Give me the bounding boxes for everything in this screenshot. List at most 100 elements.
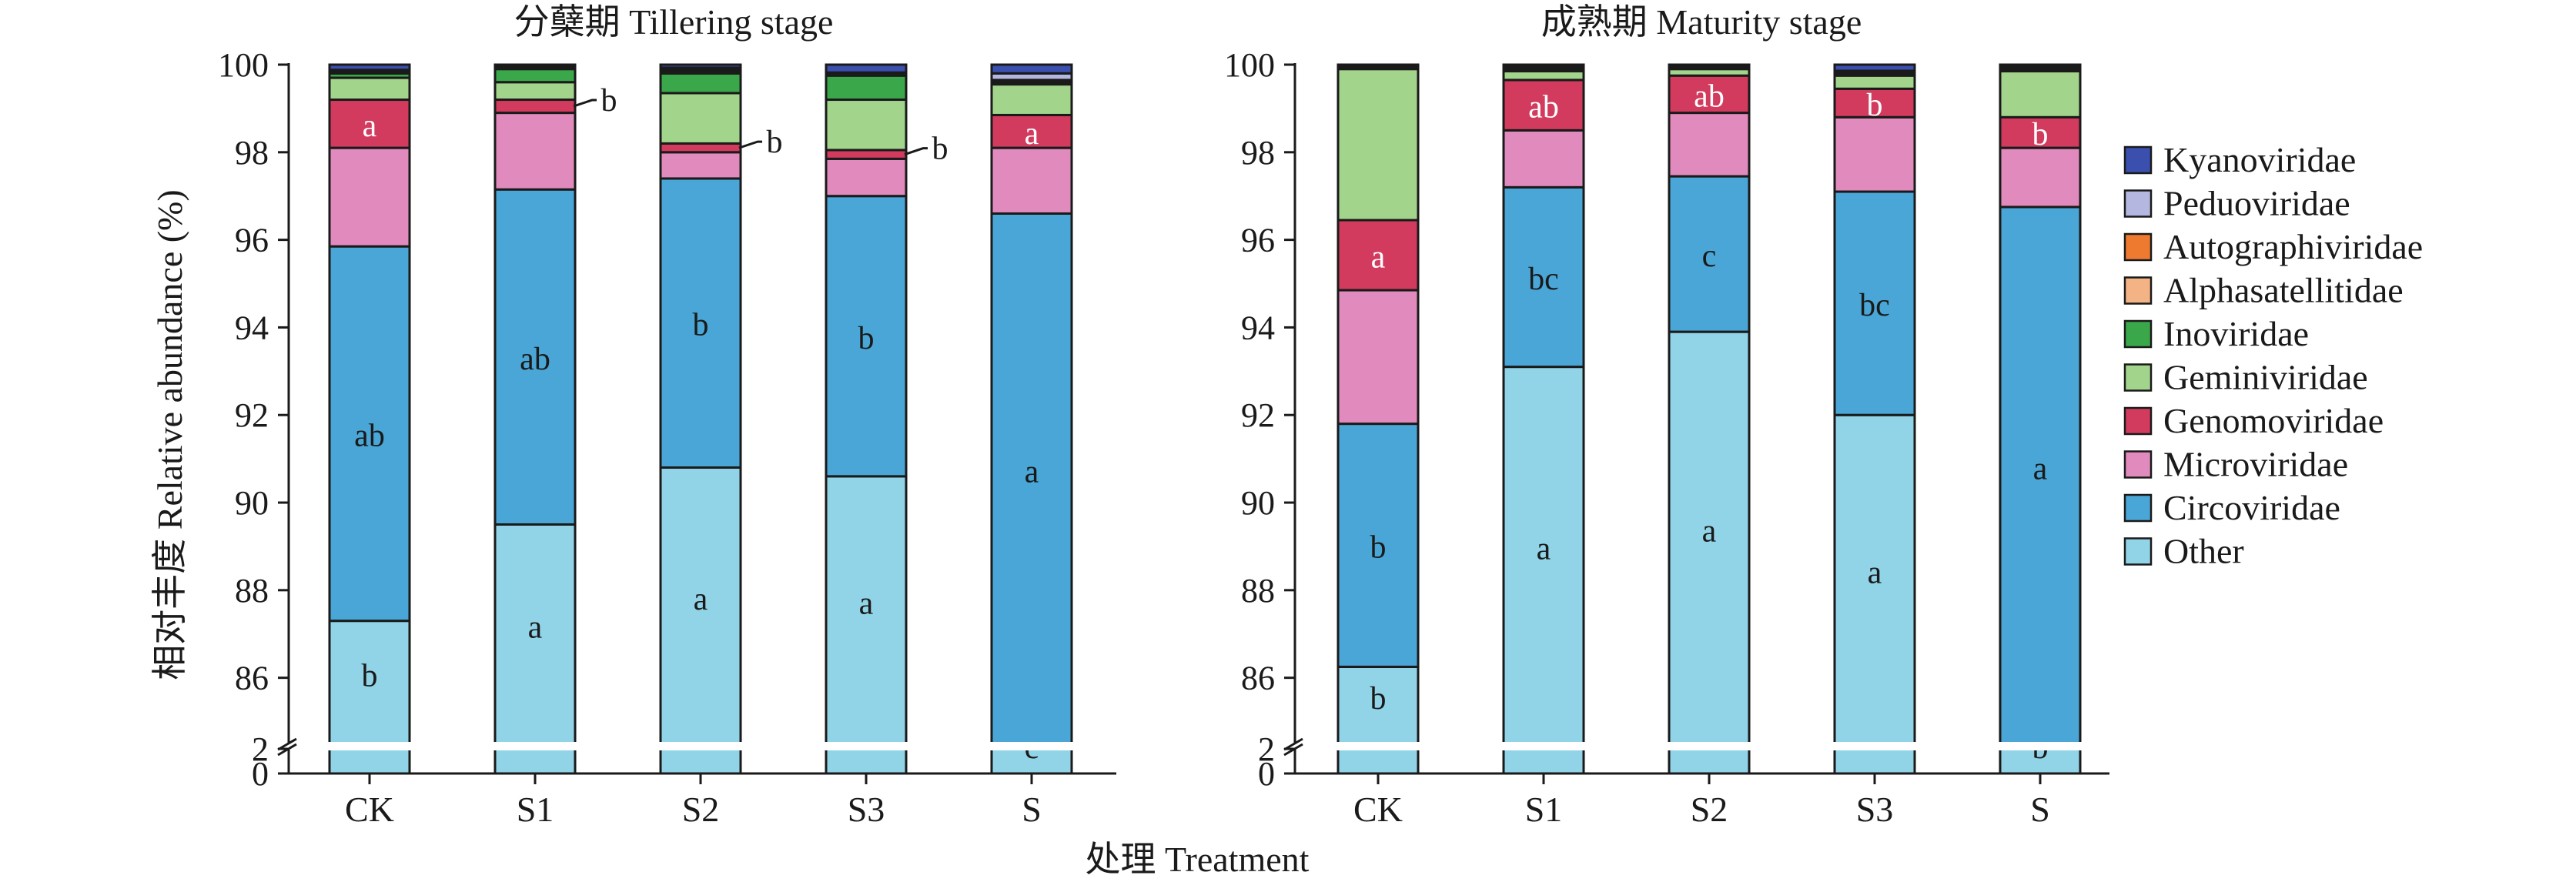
significance-label: a — [1025, 116, 1039, 152]
significance-label: bc — [1528, 262, 1559, 297]
legend-swatch — [2123, 276, 2153, 305]
bar-segment-geminiviridae — [1337, 68, 1420, 222]
bar-segment-genomoviridae — [328, 99, 411, 149]
bar-segment-circoviridae — [1999, 205, 2082, 745]
legend-item: Microviridae — [2123, 445, 2348, 484]
y-tick-label: 98 — [235, 134, 269, 172]
legend-label: Alphasatellitidae — [2163, 271, 2404, 310]
y-tick-label: 98 — [1241, 134, 1275, 172]
x-tick-label: S — [1022, 790, 1042, 829]
y-tick-label: 94 — [1241, 309, 1275, 346]
bar-segment-microviridae — [493, 112, 577, 191]
chart-title: 分蘖期 Tillering stage — [514, 2, 834, 42]
bar-segment-genomoviridae — [990, 113, 1073, 149]
bar-segment-other — [1337, 665, 1420, 775]
bar-segment-geminiviridae — [1999, 70, 2082, 119]
significance-label: c — [1702, 239, 1717, 274]
bar-segment-genomoviridae — [825, 149, 908, 160]
legend-swatch — [2123, 537, 2153, 566]
legend-swatch — [2123, 145, 2153, 175]
significance-label: b — [767, 125, 783, 160]
y-tick-label: 90 — [1241, 484, 1275, 522]
legend-item: Geminiviridae — [2123, 358, 2368, 397]
bar-segment-other — [825, 475, 908, 775]
y-tick-label: 88 — [235, 572, 269, 610]
bar-segment-kyanoviridae — [1999, 63, 2082, 68]
significance-label: ab — [1528, 90, 1559, 125]
bar-segment-kyanoviridae — [990, 63, 1073, 75]
legend-label: Autographiviridae — [2163, 227, 2423, 266]
bar-segment-other — [1668, 330, 1751, 775]
bar-segment-kyanoviridae — [659, 63, 742, 69]
bar-segment-other — [328, 620, 411, 775]
y-tick-label: 86 — [1241, 660, 1275, 697]
bar-segment-circoviridae — [328, 245, 411, 623]
legend-swatch — [2123, 406, 2153, 436]
legend-swatch — [2123, 450, 2153, 479]
significance-label: ab — [520, 342, 550, 377]
bar-segment-inoviridae — [493, 68, 577, 84]
bar-segment-kyanoviridae — [1502, 63, 1585, 68]
bar-segment-genomoviridae — [659, 142, 742, 154]
significance-label: b — [601, 83, 617, 119]
legend-item: Alphasatellitidae — [2123, 271, 2404, 310]
bar-segment-geminiviridae — [990, 83, 1073, 116]
bar-segment-geminiviridae — [1502, 70, 1585, 82]
significance-label: b — [858, 321, 875, 356]
bar-segment-geminiviridae — [659, 92, 742, 145]
bar-segment-microviridae — [1833, 115, 1916, 193]
bar-segment-microviridae — [659, 151, 742, 180]
bar-segment-genomoviridae — [493, 99, 577, 115]
y-tick-label: 0 — [252, 755, 269, 793]
significance-label: a — [1537, 531, 1551, 566]
axis-break-band — [1996, 742, 2085, 750]
bar-segment-circoviridae — [1337, 423, 1420, 668]
x-tick-label: S2 — [1691, 790, 1728, 829]
bar-segment-other — [1833, 413, 1916, 775]
bar-segment-microviridae — [1999, 146, 2082, 209]
bar-segment-circoviridae — [1668, 175, 1751, 333]
legend-label: Inoviridae — [2163, 314, 2309, 353]
x-tick-label: S1 — [1525, 790, 1563, 829]
legend-label: Genomoviridae — [2163, 401, 2384, 440]
bar-segment-inoviridae — [825, 74, 908, 102]
bar-segment-kyanoviridae — [328, 63, 411, 72]
bar-segment-kyanoviridae — [825, 63, 908, 74]
y-tick-label: 2 — [252, 730, 269, 768]
y-tick-label: 100 — [1224, 46, 1275, 84]
legend-item: Kyanoviridae — [2123, 140, 2356, 179]
y-tick-label: 90 — [235, 484, 269, 522]
bar-segment-kyanoviridae — [493, 63, 577, 68]
bar-segment-other — [1502, 366, 1585, 775]
axis-break-band — [1333, 742, 1423, 750]
chart-title: 成熟期 Maturity stage — [1541, 2, 1862, 42]
bar-segment-kyanoviridae — [1833, 63, 1916, 72]
bar-stack-CK: b b a — [1333, 63, 1423, 775]
bar-segment-microviridae — [328, 146, 411, 248]
significance-label: ab — [1694, 79, 1725, 114]
significance-label: a — [363, 109, 377, 144]
legend: Kyanoviridae Peduoviridae Autographivirida… — [2123, 140, 2423, 571]
legend-swatch — [2123, 319, 2153, 349]
legend-label: Microviridae — [2163, 445, 2348, 484]
y-tick-label: 0 — [1258, 755, 1275, 793]
bar-segment-microviridae — [825, 157, 908, 198]
annotation-leader — [738, 140, 762, 149]
y-tick-label: 94 — [235, 309, 269, 346]
axis-break-band — [1499, 742, 1588, 750]
significance-label: a — [1702, 514, 1717, 550]
axis-break-band — [656, 742, 745, 750]
bar-segment-microviridae — [1337, 289, 1420, 426]
legend-swatch — [2123, 363, 2153, 392]
bar-segment-microviridae — [1668, 112, 1751, 178]
significance-label: a — [2033, 451, 2048, 486]
bar-stack-S2: a b b — [656, 63, 783, 775]
bar-segment-microviridae — [990, 146, 1073, 215]
axis-break-band — [1664, 742, 1754, 750]
significance-label: a — [528, 610, 543, 646]
bar-segment-genomoviridae — [1999, 115, 2082, 149]
x-tick-label: S1 — [517, 790, 554, 829]
x-axis-label: 处理 Treatment — [1086, 840, 1310, 878]
bar-stack-S: caa — [987, 63, 1076, 775]
bar-stack-S: bab — [1996, 63, 2085, 775]
